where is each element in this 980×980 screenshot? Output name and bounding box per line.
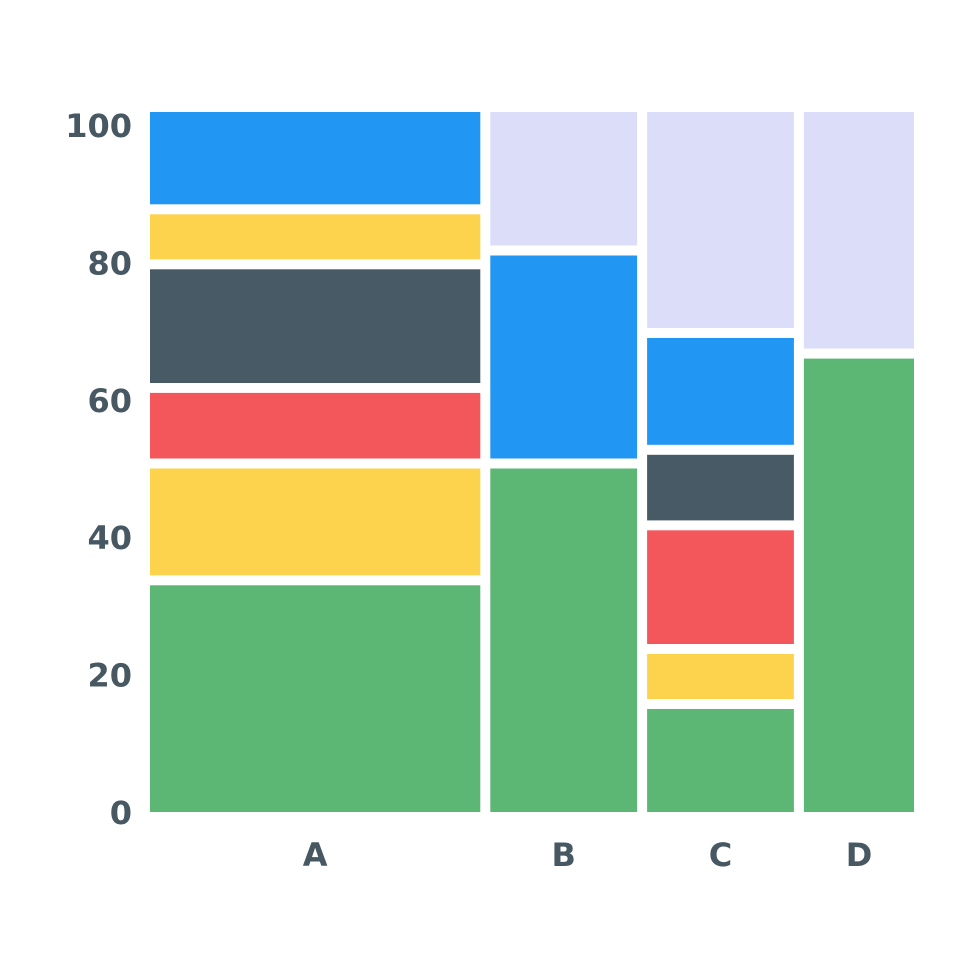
segment-A-2	[150, 468, 481, 576]
segment-A-3	[150, 392, 481, 459]
y-tick-label-40: 40	[87, 519, 132, 557]
y-tick-label-20: 20	[87, 657, 132, 695]
segment-B-3	[490, 112, 638, 246]
x-tick-label-C: C	[709, 836, 732, 874]
segment-B-1	[490, 468, 638, 812]
segment-A-6	[150, 112, 481, 205]
segment-D-2	[803, 112, 914, 349]
column-B	[490, 112, 638, 812]
segment-C-2	[647, 654, 794, 699]
segment-A-4	[150, 269, 481, 383]
y-tick-label-60: 60	[87, 382, 132, 420]
segment-A-5	[150, 214, 481, 260]
column-C	[647, 112, 794, 812]
x-tick-label-B: B	[552, 836, 576, 874]
y-tick-label-100: 100	[65, 107, 132, 145]
y-tick-label-0: 0	[110, 794, 132, 832]
segment-C-1	[647, 709, 794, 812]
y-axis: 0 20 40 60 80 100	[65, 107, 132, 832]
x-tick-label-D: D	[846, 836, 873, 874]
segment-C-3	[647, 530, 794, 644]
segment-C-5	[647, 338, 794, 445]
plot-area	[150, 112, 914, 812]
segment-C-6	[647, 112, 794, 328]
segment-D-1	[803, 358, 914, 812]
column-D	[803, 112, 914, 812]
x-axis: A B C D	[303, 836, 873, 874]
column-A	[150, 112, 481, 812]
y-tick-label-80: 80	[87, 244, 132, 282]
segment-B-2	[490, 255, 638, 459]
segment-A-1	[150, 585, 481, 812]
x-tick-label-A: A	[303, 836, 328, 874]
segment-C-4	[647, 454, 794, 521]
